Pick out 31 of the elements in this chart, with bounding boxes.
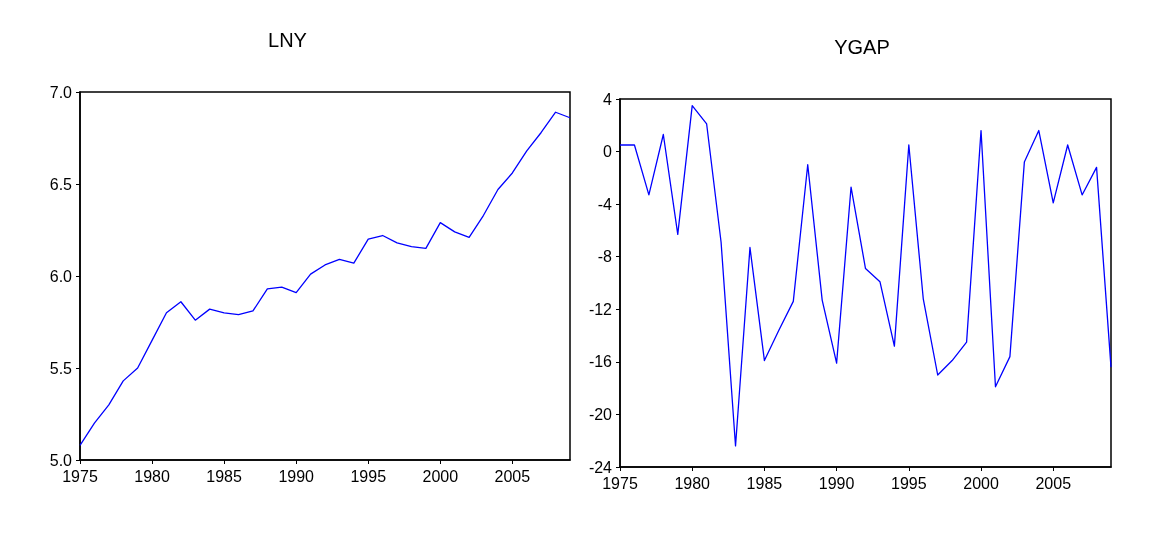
y-tick-label: 4 <box>603 90 613 108</box>
y-tick-label: -4 <box>597 195 613 213</box>
y-tick-label: -24 <box>588 458 613 476</box>
x-tick-label: 1975 <box>602 474 638 492</box>
y-tick-label: -12 <box>588 300 613 318</box>
y-tick-label: 6.0 <box>49 267 73 285</box>
x-tick-label: 2000 <box>422 467 459 485</box>
x-tick-label: 1990 <box>818 474 855 492</box>
x-tick-label: 1980 <box>134 467 170 485</box>
x-tick-label: 1995 <box>350 467 387 485</box>
y-tick-label: 5.0 <box>49 451 73 469</box>
x-tick-label: 1985 <box>206 467 243 485</box>
x-tick-label: 1975 <box>62 467 98 485</box>
y-tick-label: 6.5 <box>49 175 73 193</box>
x-tick-label: 2000 <box>963 474 999 492</box>
x-tick-label: 1995 <box>891 474 927 492</box>
line-series <box>79 111 571 446</box>
x-tick-label: 2005 <box>1035 474 1072 492</box>
line-series <box>619 104 1112 447</box>
y-tick-label: -20 <box>588 405 613 423</box>
x-tick-label: 1985 <box>746 474 783 492</box>
y-tick-label: 0 <box>603 143 613 161</box>
x-tick-label: 1980 <box>674 474 711 492</box>
chart-title: LNY <box>268 29 307 51</box>
x-tick-label: 1990 <box>278 467 315 485</box>
x-tick-label: 2005 <box>494 467 531 485</box>
y-tick-label: 5.5 <box>49 359 73 377</box>
y-tick-label: -16 <box>588 353 613 371</box>
chart-title: YGAP <box>834 36 890 58</box>
y-tick-label: -8 <box>597 248 613 266</box>
y-tick-label: 7.0 <box>49 83 73 101</box>
